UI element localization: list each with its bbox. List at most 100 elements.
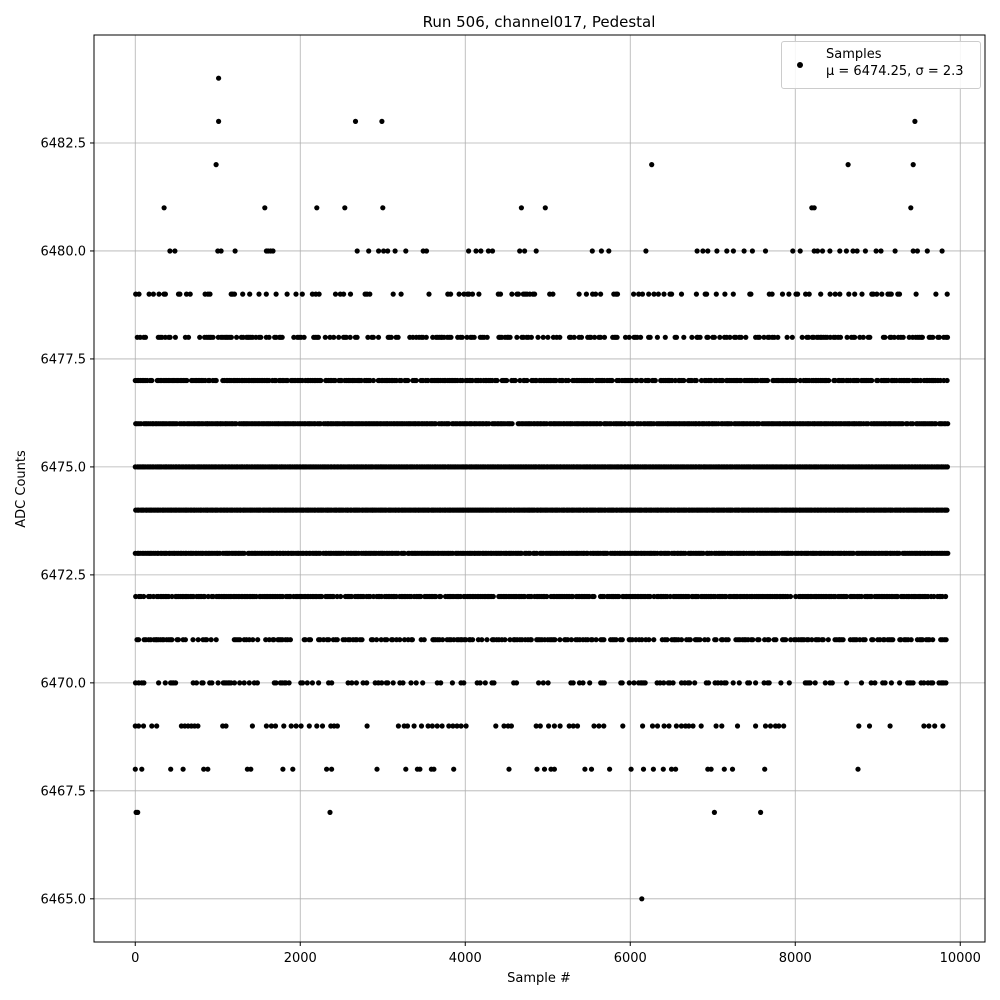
data-point — [482, 680, 488, 686]
data-point — [944, 291, 950, 297]
data-point — [609, 377, 615, 384]
data-point — [592, 334, 598, 340]
data-point — [741, 248, 747, 254]
data-point — [413, 680, 419, 686]
data-point — [237, 680, 243, 686]
data-point — [342, 205, 348, 211]
data-point — [315, 334, 321, 340]
data-point — [550, 291, 556, 297]
data-point — [281, 723, 287, 729]
data-point — [944, 464, 951, 470]
data-point — [629, 377, 635, 384]
data-point — [385, 248, 391, 254]
data-point — [541, 766, 548, 772]
data-point — [613, 637, 619, 643]
data-point — [761, 334, 767, 340]
y-tick-label: 6467.5 — [41, 784, 87, 799]
data-point — [730, 291, 736, 297]
data-point — [544, 593, 550, 600]
y-tick-label: 6475.0 — [41, 460, 87, 475]
data-point — [517, 377, 523, 384]
data-point — [756, 637, 762, 643]
data-point — [299, 291, 305, 297]
data-point — [506, 766, 512, 772]
data-point — [583, 291, 590, 297]
data-point — [149, 377, 155, 384]
data-point — [413, 377, 419, 384]
data-point — [254, 680, 260, 686]
data-point — [862, 248, 869, 254]
data-point — [698, 723, 704, 729]
data-point — [852, 334, 858, 340]
data-point — [207, 291, 213, 297]
data-point — [781, 723, 787, 729]
data-point — [167, 334, 173, 340]
data-point — [930, 680, 936, 686]
data-point — [713, 637, 719, 643]
data-point — [879, 291, 885, 297]
data-point — [570, 723, 576, 729]
data-point — [466, 248, 472, 254]
data-point — [578, 334, 585, 340]
data-point — [758, 809, 764, 816]
data-point — [518, 205, 525, 211]
data-point — [546, 723, 552, 729]
data-point — [354, 334, 360, 340]
legend-marker-icon — [797, 62, 803, 68]
data-point — [912, 118, 918, 124]
data-point — [921, 723, 927, 729]
data-point — [919, 334, 926, 340]
data-point — [647, 334, 653, 340]
data-point — [532, 291, 538, 297]
data-point — [700, 550, 706, 556]
axis-ticks: 0 2000 4000 6000 8000 10000 6465.0 6467.5 6470.0… — [41, 136, 981, 966]
data-point — [661, 291, 667, 297]
data-point — [664, 637, 670, 643]
data-point — [426, 291, 432, 297]
data-point — [379, 680, 385, 686]
data-point — [161, 205, 167, 211]
data-point — [343, 334, 349, 340]
data-point — [654, 334, 661, 340]
data-point — [783, 637, 789, 643]
data-point — [713, 723, 719, 729]
data-point — [896, 550, 902, 556]
data-point — [790, 248, 796, 254]
data-point — [874, 291, 880, 297]
chart-title: Run 506, channel017, Pedestal — [423, 13, 656, 31]
data-point — [172, 334, 178, 340]
data-point — [826, 377, 832, 384]
data-point — [316, 291, 322, 297]
data-point — [654, 723, 661, 729]
data-point — [764, 377, 771, 384]
data-point — [273, 680, 279, 686]
data-point — [868, 680, 874, 686]
data-point — [622, 334, 629, 340]
data-point — [309, 680, 315, 686]
data-point — [136, 637, 142, 643]
data-point — [722, 291, 728, 297]
data-point — [301, 334, 307, 340]
data-point — [551, 723, 558, 729]
data-point — [458, 723, 464, 729]
data-point — [370, 377, 376, 384]
y-tick-label: 6482.5 — [41, 136, 87, 151]
data-point — [439, 723, 445, 729]
data-point — [512, 377, 518, 384]
data-point — [273, 291, 279, 297]
data-point — [314, 723, 320, 729]
data-point — [272, 723, 279, 729]
data-point — [405, 377, 411, 384]
data-point — [326, 637, 332, 643]
data-point — [223, 723, 229, 729]
data-point — [636, 291, 642, 297]
data-point — [149, 723, 155, 729]
data-point — [190, 637, 196, 643]
data-point — [619, 637, 625, 643]
data-point — [542, 205, 548, 211]
data-point — [673, 334, 680, 340]
data-point — [456, 291, 462, 297]
data-point — [449, 680, 455, 686]
data-point — [533, 248, 539, 254]
data-point — [669, 291, 675, 297]
